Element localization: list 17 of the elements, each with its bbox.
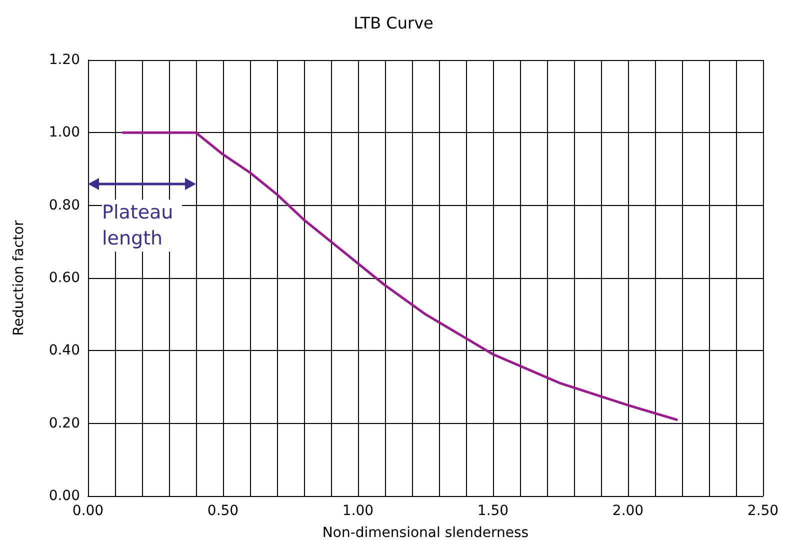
x-axis-title: Non-dimensional slenderness — [322, 525, 529, 541]
y-tick-label: 0.60 — [48, 270, 80, 286]
x-tick-label: 0.00 — [72, 503, 104, 519]
x-tick-label: 1.50 — [477, 503, 509, 519]
y-tick-label: 0.00 — [48, 488, 80, 504]
y-tick-label: 1.00 — [48, 124, 80, 141]
x-tick-label: 2.50 — [747, 503, 779, 519]
y-tick-label: 0.20 — [48, 415, 80, 432]
y-tick-label: 1.20 — [48, 52, 80, 68]
chart-title: LTB Curve — [354, 14, 434, 32]
y-tick-label: 0.40 — [48, 342, 80, 359]
y-tick-label: 0.80 — [48, 197, 80, 214]
x-tick-label: 1.00 — [342, 503, 374, 519]
annotation: Plateau length — [102, 202, 180, 250]
x-tick-label: 2.00 — [612, 503, 644, 519]
y-axis-title: Reduction factor — [11, 220, 27, 336]
x-tick-label: 0.50 — [207, 503, 239, 519]
